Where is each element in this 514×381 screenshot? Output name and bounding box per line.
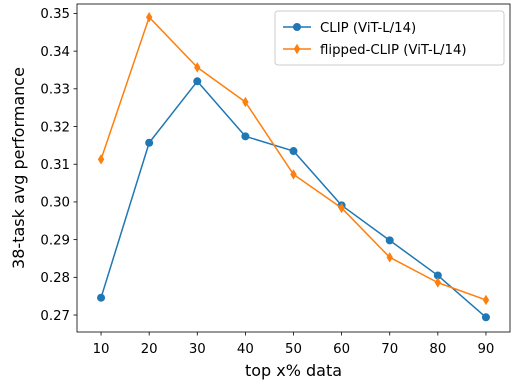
series-2-point xyxy=(434,277,442,288)
y-tick-label: 0.27 xyxy=(40,309,70,324)
series-2-point xyxy=(482,294,490,306)
y-tick-label: 0.32 xyxy=(40,120,70,135)
y-tick-label: 0.35 xyxy=(40,7,70,22)
x-tick-label: 90 xyxy=(477,342,494,357)
y-tick-label: 0.31 xyxy=(40,158,70,173)
plot-area xyxy=(97,11,490,322)
y-axis-label: 38-task avg performance xyxy=(9,67,28,269)
y-tick-label: 0.34 xyxy=(40,45,70,60)
x-tick-label: 70 xyxy=(381,342,398,357)
series-2-point xyxy=(338,202,345,214)
y-tick-label: 0.33 xyxy=(40,83,70,98)
legend-label-2: flipped-CLIP (ViT-L/14) xyxy=(320,43,467,58)
x-tick-label: 30 xyxy=(189,342,206,357)
series-1-point xyxy=(481,313,490,322)
x-tick-label: 60 xyxy=(333,342,350,357)
series-1-point xyxy=(145,138,154,147)
x-tick-label: 10 xyxy=(93,342,110,357)
x-tick-label: 20 xyxy=(141,342,158,357)
y-tick-label: 0.29 xyxy=(40,233,70,248)
series-1-point xyxy=(433,271,442,280)
series-2-point xyxy=(145,11,153,23)
x-axis-ticks: 10 20 30 40 50 60 70 80 90 xyxy=(93,332,494,357)
series-2-point xyxy=(386,252,393,263)
x-tick-label: 40 xyxy=(237,342,254,357)
series-1-point xyxy=(193,77,202,86)
series-2-point xyxy=(290,169,297,180)
series-1-point xyxy=(241,132,250,141)
legend-marker-2 xyxy=(293,43,301,55)
series-2-point xyxy=(242,96,249,108)
legend: CLIP (ViT-L/14) flipped-CLIP (ViT-L/14) xyxy=(274,10,505,66)
x-tick-label: 80 xyxy=(429,342,446,357)
legend-box xyxy=(274,10,505,66)
series-1-point xyxy=(289,147,298,156)
x-axis-label: top x% data xyxy=(245,361,342,380)
y-tick-label: 0.28 xyxy=(40,271,70,286)
series-1-point xyxy=(97,293,106,302)
series-2-point xyxy=(97,154,105,165)
legend-label-1: CLIP (ViT-L/14) xyxy=(320,21,416,36)
series-2-point xyxy=(194,62,201,73)
y-tick-label: 0.30 xyxy=(40,196,70,211)
y-axis-ticks: 0.27 0.28 0.29 0.30 0.31 0.32 0.33 0.34 0.35 xyxy=(40,7,77,324)
x-tick-label: 50 xyxy=(285,342,302,357)
series-1-point xyxy=(385,236,394,245)
legend-marker-1 xyxy=(293,23,301,31)
